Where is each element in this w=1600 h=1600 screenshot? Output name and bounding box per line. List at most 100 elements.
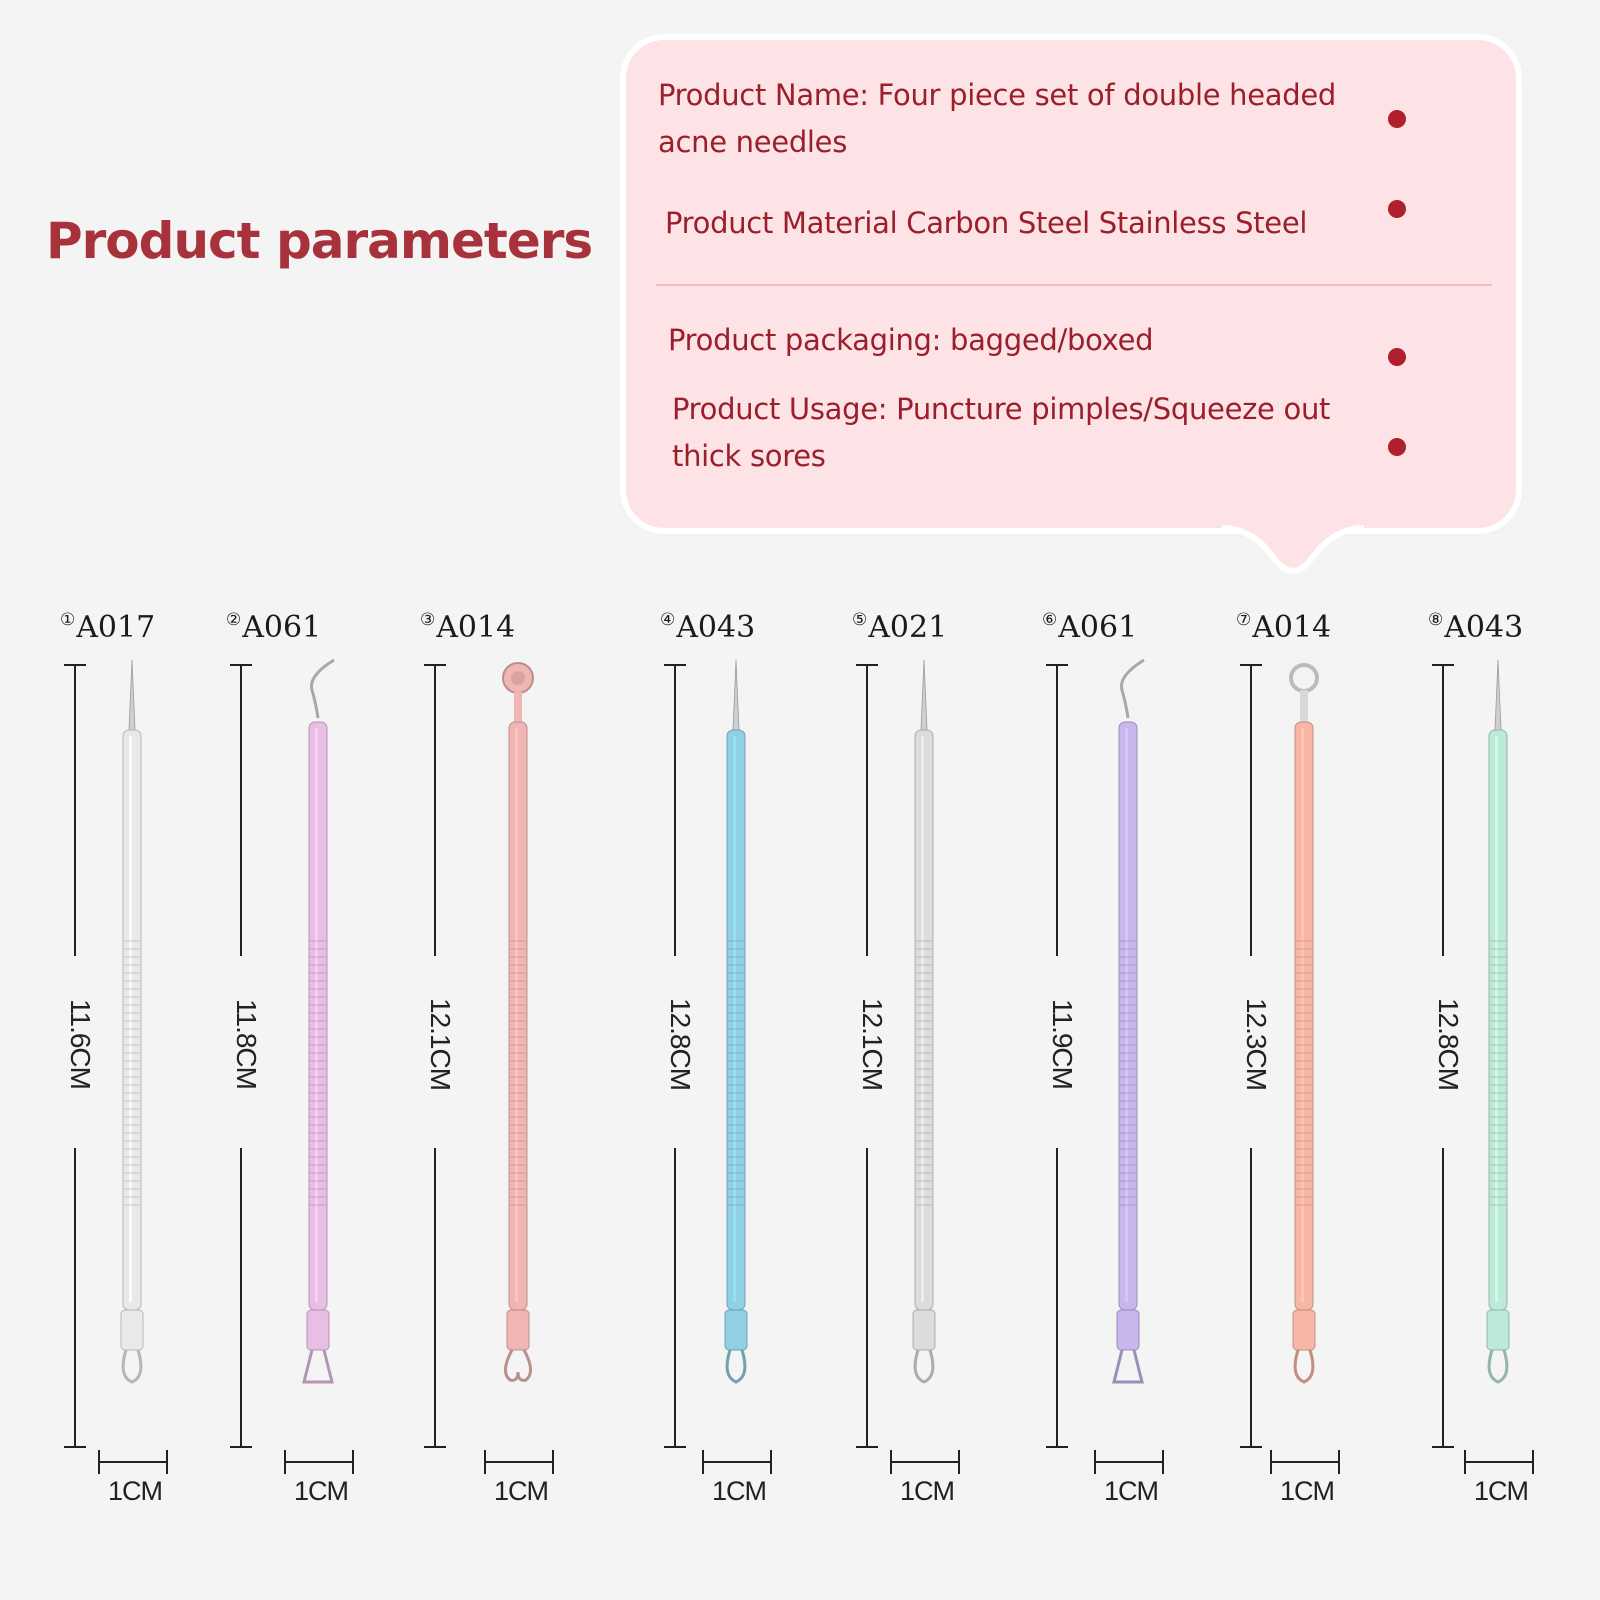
tool-3: ③A014 12.1CM 1CM [420,610,610,1510]
tool-shaft-highlight [129,736,132,1302]
bullet-icon [1388,438,1406,456]
tool-length-label: 12.3CM [1241,997,1272,1091]
tool-shaft-highlight [1125,728,1128,1302]
tool-shaft-highlight [1495,736,1498,1302]
tool-8: ⑧A043 12.8CM 1CM [1428,610,1600,1510]
param-product-material: Product Material Carbon Steel Stainless … [665,206,1308,240]
needle-tip [920,659,928,731]
needle-tip [128,659,136,731]
scale-tick [484,1450,486,1474]
tool-illustration [1289,663,1319,1384]
tool-length-label: 12.8CM [665,997,696,1091]
tool-illustration [302,658,335,1384]
tool-collar [1486,1309,1510,1351]
tool-length-label: 11.8CM [231,999,262,1089]
tool-shaft-highlight [515,728,518,1302]
page-title: Product parameters [46,212,593,270]
dimension-line [434,664,436,956]
scale-bar [484,1450,554,1474]
dimension-line [1056,1148,1058,1448]
scale-tick [1270,1450,1272,1474]
tool-number: ⑥ [1042,610,1058,630]
dimension-line [74,1148,76,1448]
scale-line [890,1461,960,1463]
dimension-line [74,664,76,956]
dimension-line [240,664,242,956]
scale-bar [1464,1450,1534,1474]
param-product-packaging: Product packaging: bagged/boxed [668,323,1154,357]
param-product-name: Product Name: Four piece set of double h… [658,78,1337,159]
tool-illustration [502,662,534,1382]
needle-tip [1494,659,1502,731]
scale-label: 1CM [494,1476,549,1506]
dimension-line [1442,1148,1444,1448]
tool-5: ⑤A021 12.1CM 1CM [852,610,1042,1510]
dimension-tick [664,1446,686,1448]
needle-tip [732,659,740,731]
loop-end [913,1349,935,1384]
tool-model-code: A017 [76,610,156,645]
tool-collar [1116,1309,1140,1351]
param-product-usage: Product Usage: Puncture pimples/Squeeze … [672,392,1331,473]
scale-bar [284,1450,354,1474]
ring-tip [1289,663,1319,693]
scale-line [1464,1461,1534,1463]
scale-label: 1CM [1104,1476,1159,1506]
tool-model-label: ②A061 [226,610,321,645]
tool-shaft-highlight [315,728,318,1302]
scale-tick [166,1450,168,1474]
tool-length-label: 12.8CM [1433,997,1464,1091]
dimension-line [866,664,868,956]
tool-model-code: A014 [436,610,516,645]
tool-number: ⑤ [852,610,868,630]
tool-7: ⑦A014 12.3CM 1CM [1236,610,1426,1510]
scale-tick [352,1450,354,1474]
scale-line [1094,1461,1164,1463]
scale-label: 1CM [900,1476,955,1506]
scale-tick [1464,1450,1466,1474]
tool-model-code: A061 [242,610,322,645]
loop-end [121,1349,143,1384]
tool-collar [912,1309,936,1351]
scale-tick [702,1450,704,1474]
heart-end [504,1349,532,1382]
dimension-line [1250,664,1252,956]
tool-model-label: ③A014 [420,610,515,645]
tool-number: ③ [420,610,436,630]
spoon-neck [514,692,522,722]
dimension-line [866,1148,868,1448]
callout-tail [1222,500,1364,574]
tool-illustration [724,659,748,1384]
dimension-line [1056,664,1058,956]
param-divider [656,284,1492,286]
tool-length-label: 12.1CM [857,997,888,1091]
tool-number: ④ [660,610,676,630]
scale-bar [98,1450,168,1474]
dimension-line [434,1148,436,1448]
dimension-line [240,1148,242,1448]
tool-model-label: ⑤A021 [852,610,947,645]
tool-1: ①A017 11.6CM 1CM [60,610,250,1510]
loop-end [1487,1349,1509,1384]
spoon-hole [511,671,525,685]
tool-shaft-highlight [1301,728,1304,1302]
scale-label: 1CM [1474,1476,1529,1506]
scale-tick [1094,1450,1096,1474]
scale-label: 1CM [294,1476,349,1506]
tool-length-label: 11.9CM [1047,999,1078,1089]
dimension-tick [424,1446,446,1448]
scale-tick [1532,1450,1534,1474]
tool-model-code: A014 [1252,610,1332,645]
scale-tick [770,1450,772,1474]
loop-end [725,1349,747,1384]
tool-collar [306,1309,330,1351]
scale-tick [552,1450,554,1474]
scale-line [284,1461,354,1463]
tool-4: ④A043 12.8CM 1CM [660,610,850,1510]
tool-model-label: ⑥A061 [1042,610,1137,645]
scale-line [702,1461,772,1463]
dimension-line [674,664,676,956]
scale-line [1270,1461,1340,1463]
dimension-tick [856,1446,878,1448]
